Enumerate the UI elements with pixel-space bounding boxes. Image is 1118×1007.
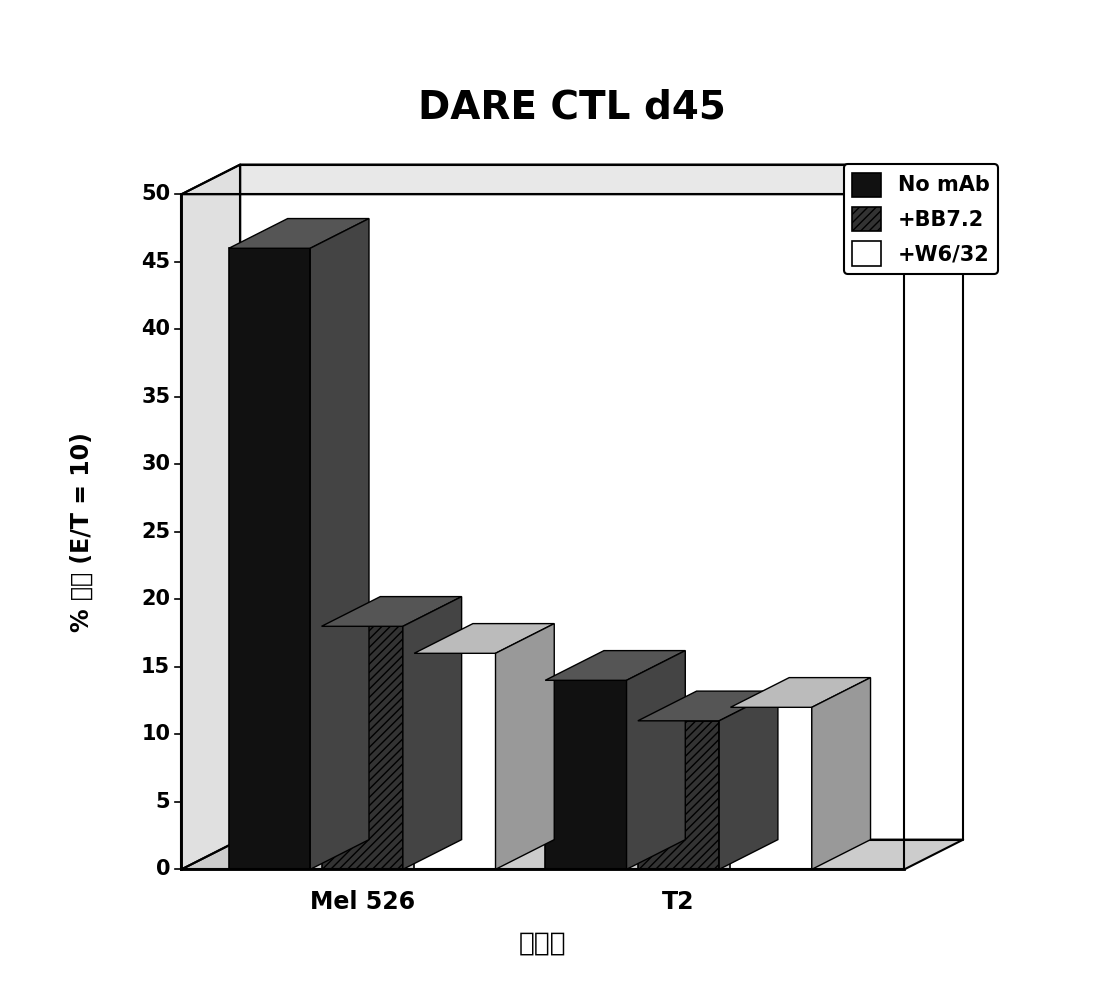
Text: T2: T2 <box>662 889 694 913</box>
Text: 艸细胞: 艸细胞 <box>519 930 567 956</box>
Polygon shape <box>311 219 369 869</box>
Polygon shape <box>229 249 311 869</box>
Text: 15: 15 <box>141 657 170 677</box>
Polygon shape <box>414 623 555 654</box>
Text: Mel 526: Mel 526 <box>310 889 415 913</box>
Polygon shape <box>495 623 555 869</box>
Text: 50: 50 <box>141 184 170 204</box>
Text: 25: 25 <box>141 522 170 542</box>
Polygon shape <box>229 219 369 249</box>
Text: % 裂解 (E/T = 10): % 裂解 (E/T = 10) <box>70 432 94 631</box>
Polygon shape <box>322 596 462 626</box>
Polygon shape <box>638 721 719 869</box>
Polygon shape <box>402 596 462 869</box>
Text: 5: 5 <box>155 792 170 812</box>
Polygon shape <box>322 626 402 869</box>
Text: 35: 35 <box>141 387 170 407</box>
Polygon shape <box>812 678 871 869</box>
Polygon shape <box>719 691 778 869</box>
Text: DARE CTL d45: DARE CTL d45 <box>418 89 727 127</box>
Polygon shape <box>240 164 964 840</box>
Polygon shape <box>730 678 871 707</box>
Polygon shape <box>730 707 812 869</box>
Text: 20: 20 <box>141 589 170 609</box>
Text: 30: 30 <box>141 454 170 474</box>
Polygon shape <box>181 164 964 194</box>
Text: 10: 10 <box>141 724 170 744</box>
Polygon shape <box>546 681 626 869</box>
Text: 0: 0 <box>155 859 170 879</box>
Legend: No mAb, +BB7.2, +W6/32: No mAb, +BB7.2, +W6/32 <box>844 164 998 274</box>
Polygon shape <box>638 691 778 721</box>
Polygon shape <box>414 654 495 869</box>
Polygon shape <box>626 651 685 869</box>
Polygon shape <box>181 164 240 869</box>
Polygon shape <box>181 840 964 869</box>
Text: 40: 40 <box>141 319 170 339</box>
Polygon shape <box>546 651 685 681</box>
Text: 45: 45 <box>141 252 170 272</box>
